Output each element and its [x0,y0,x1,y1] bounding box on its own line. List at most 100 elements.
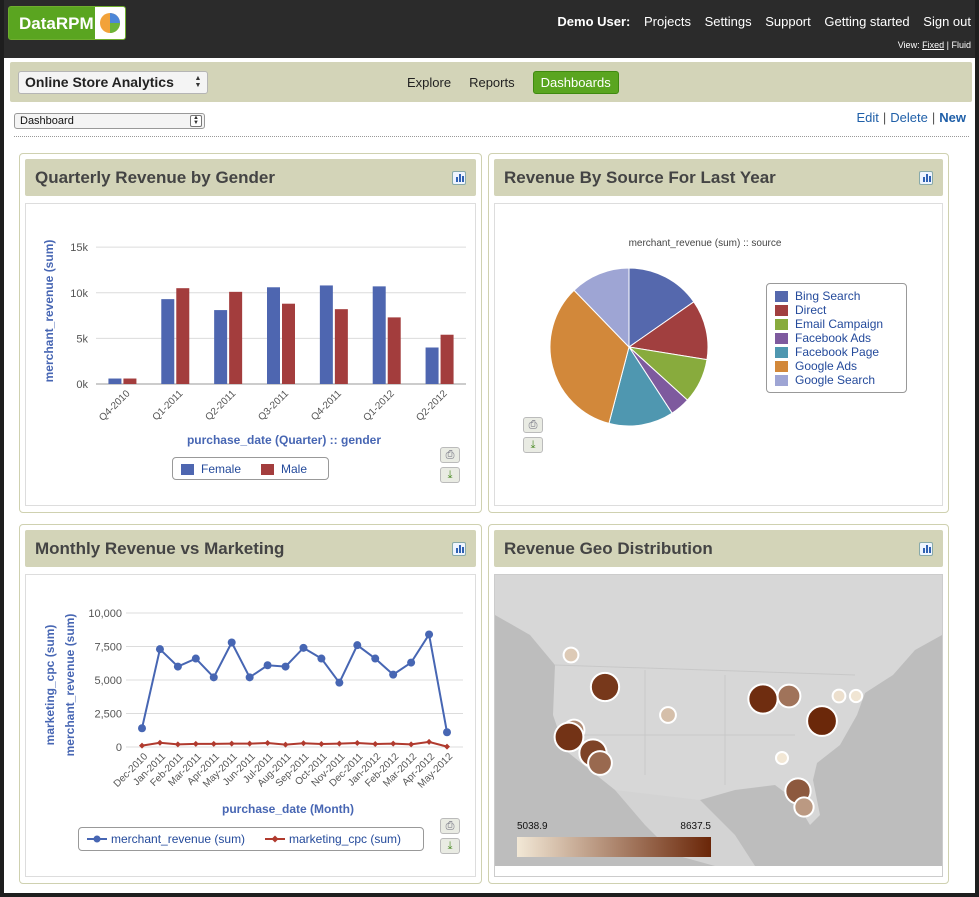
pie-slice-google-search [573,267,630,349]
legend-label: Google Search [795,373,876,387]
print-icon[interactable]: ⎙ [440,818,460,834]
legend-item[interactable]: Male [261,462,307,476]
line-series [141,631,448,733]
new-link[interactable]: New [939,110,966,125]
legend-label: Female [201,462,242,476]
color-scale-max: 8637.5 [680,821,711,832]
line-point [192,740,199,747]
chart-icon[interactable] [919,542,933,556]
panel-title: Quarterly Revenue by Gender [35,168,275,187]
line-point [264,739,271,746]
x-axis-title: purchase_date (Quarter) :: gender [187,433,381,447]
chart-icon[interactable] [919,171,933,185]
view-fixed-link[interactable]: Fixed [922,40,945,50]
legend-item[interactable]: Bing Search [775,289,906,303]
legend-item[interactable]: Facebook Ads [775,331,906,345]
chart-icon[interactable] [452,542,466,556]
line-point [191,654,200,663]
line-point [371,654,380,663]
geo-map[interactable]: 5038.9 8637.5 [495,575,942,866]
line-point [245,673,254,682]
legend-label: Direct [795,303,827,317]
x-tick-label: Q1-2012 [362,388,398,424]
legend-swatch [775,318,788,330]
legend-item[interactable]: Female [181,462,241,476]
legend-item[interactable]: marketing_cpc (sum) [265,832,401,846]
legend-item[interactable]: Direct [775,303,906,317]
bar-female [108,378,122,384]
nav-projects[interactable]: Projects [644,14,691,29]
legend-label: Male [281,462,308,476]
geo-point [659,706,677,724]
pie-title: merchant_revenue (sum) :: source [629,238,782,249]
line-point [444,743,450,750]
line-point [318,741,325,748]
legend-label: marketing_cpc (sum) [289,832,402,846]
bar-female [214,310,228,384]
nav-support[interactable]: Support [765,14,811,29]
y-tick-label: 5,000 [94,675,122,687]
line-point [282,741,289,748]
legend-item[interactable]: merchant_revenue (sum) [87,832,245,846]
geo-point [776,683,802,709]
geo-point [793,796,815,818]
pie-slice-bing-search [628,267,695,348]
panel-body: 0 2,500 5,000 7,500 10,000 Dec-2010 Jan-2011 Fe… [25,574,476,877]
line-point [227,638,236,647]
view-fluid-link[interactable]: Fluid [951,40,971,50]
y-tick-label: 2,500 [94,709,122,721]
download-icon[interactable]: ⤓ [440,838,460,854]
download-icon[interactable]: ⤓ [523,437,543,453]
project-select[interactable]: Online Store Analytics ▲ ▼ [18,71,208,94]
sub-bar: Online Store Analytics ▲ ▼ Explore Report… [10,62,972,102]
nav-getting-started[interactable]: Getting started [824,14,910,29]
x-tick-label: Q4-2010 [97,388,133,424]
logo[interactable]: DataRPM [8,6,126,40]
legend-swatch [775,332,788,344]
tab-explore[interactable]: Explore [407,75,452,90]
legend-label: Google Ads [795,359,858,373]
x-tick-label: Q2-2012 [414,388,450,424]
print-icon[interactable]: ⎙ [523,417,543,433]
action-sep: | [931,110,936,125]
y-tick-label: 7,500 [94,642,122,654]
nav-sign-out[interactable]: Sign out [923,14,971,29]
top-bar: DataRPM Demo User: Projects Settings Sup… [4,0,975,58]
bar-female [267,287,280,384]
download-icon[interactable]: ⤓ [440,467,460,483]
print-icon[interactable]: ⎙ [440,447,460,463]
dashboard-actions: Edit | Delete | New [857,110,967,125]
app-frame: DataRPM Demo User: Projects Settings Sup… [4,0,975,893]
legend-swatch [775,374,788,386]
view-sep: | [946,40,949,50]
logo-pie-icon [95,7,125,39]
legend-item[interactable]: Email Campaign [775,317,906,331]
line-point [173,662,182,671]
nav-settings[interactable]: Settings [704,14,752,29]
geo-point [589,671,621,703]
legend-item[interactable]: Facebook Page [775,345,906,359]
chart-icon[interactable] [452,171,466,185]
edit-link[interactable]: Edit [856,110,879,125]
delete-link[interactable]: Delete [890,110,928,125]
stepper-icon: ▲ ▼ [190,115,202,127]
tab-reports[interactable]: Reports [469,75,515,90]
legend-swatch [775,360,788,372]
legend-line-swatch [87,835,107,843]
panel-title: Monthly Revenue vs Marketing [35,539,285,558]
project-select-value: Online Store Analytics [25,74,174,90]
geo-point [587,750,613,776]
stepper-icon: ▲ ▼ [194,75,202,89]
bar-male [282,303,295,384]
line-point [139,742,145,749]
line-point [281,662,290,671]
dashboard-select-value: Dashboard [20,115,74,127]
legend-item[interactable]: Google Search [775,373,906,387]
monthly-line-chart: 02,5005,0007,50010,000Dec-2010Jan-2011Fe… [43,608,463,816]
line-point [228,740,235,747]
dashboard-select[interactable]: Dashboard ▲ ▼ [14,113,205,129]
line-point [174,741,181,748]
y-axis-title: merchant_revenue (sum) [63,614,77,757]
legend-item[interactable]: Google Ads [775,359,906,373]
tab-dashboards[interactable]: Dashboards [532,71,619,94]
